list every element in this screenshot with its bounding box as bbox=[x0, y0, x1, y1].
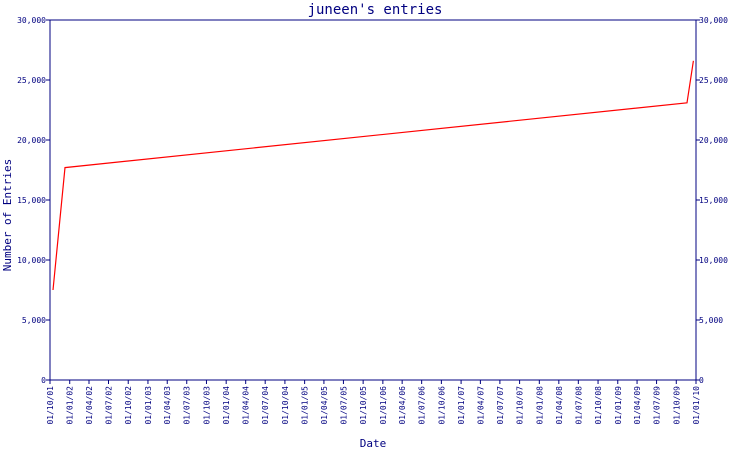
x-tick-label: 01/10/01 bbox=[46, 386, 55, 425]
series-group bbox=[52, 60, 694, 291]
axes bbox=[49, 19, 697, 381]
y-tick-label-right: 0 bbox=[699, 376, 704, 385]
y-tick-label-right: 25,000 bbox=[699, 76, 728, 85]
x-tick-label: 01/01/06 bbox=[379, 386, 388, 425]
x-tick-label: 01/07/09 bbox=[653, 386, 662, 425]
x-tick-label: 01/10/02 bbox=[124, 386, 133, 425]
x-tick-label: 01/07/06 bbox=[418, 386, 427, 425]
series-line bbox=[52, 60, 694, 291]
x-tick-label: 01/07/03 bbox=[183, 386, 192, 425]
y-tick-label-left: 5,000 bbox=[22, 316, 46, 325]
x-tick-label: 01/04/03 bbox=[163, 386, 172, 425]
x-tick-label: 01/01/03 bbox=[144, 386, 153, 425]
y-ticks: 0 0 5,000 5,000 10,000 10,000 15,000 15,000 20,0… bbox=[17, 16, 728, 385]
x-tick-label: 01/10/07 bbox=[516, 386, 525, 425]
y-tick-label-right: 5,000 bbox=[699, 316, 723, 325]
x-tick-label: 01/10/06 bbox=[437, 386, 446, 425]
x-tick-label: 01/04/04 bbox=[242, 386, 251, 425]
x-tick-label: 01/01/05 bbox=[301, 386, 310, 425]
y-tick-label-left: 20,000 bbox=[17, 136, 46, 145]
x-tick-label: 01/07/07 bbox=[496, 386, 505, 425]
x-ticks: 01/10/01 01/01/02 01/04/02 01/07/02 01/10/02… bbox=[46, 380, 701, 425]
x-tick-label: 01/07/02 bbox=[105, 386, 114, 425]
x-tick-label: 01/04/02 bbox=[85, 386, 94, 425]
x-tick-label: 01/07/04 bbox=[261, 386, 270, 425]
x-tick-label: 01/01/10 bbox=[692, 386, 701, 425]
x-tick-label: 01/04/05 bbox=[320, 386, 329, 425]
y-tick-label-right: 20,000 bbox=[699, 136, 728, 145]
y-tick-label-left: 0 bbox=[41, 376, 46, 385]
y-tick-label-right: 10,000 bbox=[699, 256, 728, 265]
x-tick-label: 01/07/05 bbox=[339, 386, 348, 425]
x-tick-label: 01/01/04 bbox=[222, 386, 231, 425]
x-tick-label: 01/10/08 bbox=[594, 386, 603, 425]
x-tick-label: 01/10/09 bbox=[672, 386, 681, 425]
y-axis-label: Number of Entries bbox=[1, 159, 14, 272]
x-tick-label: 01/04/07 bbox=[476, 386, 485, 425]
x-tick-label: 01/01/08 bbox=[535, 386, 544, 425]
y-tick-label-left: 25,000 bbox=[17, 76, 46, 85]
x-tick-label: 01/10/03 bbox=[202, 386, 211, 425]
x-tick-label: 01/04/09 bbox=[633, 386, 642, 425]
x-tick-label: 01/01/09 bbox=[614, 386, 623, 425]
x-tick-label: 01/04/08 bbox=[555, 386, 564, 425]
y-tick-label-left: 30,000 bbox=[17, 16, 46, 25]
x-tick-label: 01/10/04 bbox=[281, 386, 290, 425]
y-tick-label-left: 15,000 bbox=[17, 196, 46, 205]
y-tick-label-right: 30,000 bbox=[699, 16, 728, 25]
x-axis-label: Date bbox=[360, 437, 387, 450]
x-tick-label: 01/07/08 bbox=[574, 386, 583, 425]
chart-title: juneen's entries bbox=[308, 2, 443, 18]
x-tick-label: 01/01/07 bbox=[457, 386, 466, 425]
x-tick-label: 01/10/05 bbox=[359, 386, 368, 425]
x-tick-label: 01/01/02 bbox=[66, 386, 75, 425]
y-tick-label-left: 10,000 bbox=[17, 256, 46, 265]
plot-frame bbox=[49, 19, 697, 381]
y-tick-label-right: 15,000 bbox=[699, 196, 728, 205]
x-tick-label: 01/04/06 bbox=[398, 386, 407, 425]
